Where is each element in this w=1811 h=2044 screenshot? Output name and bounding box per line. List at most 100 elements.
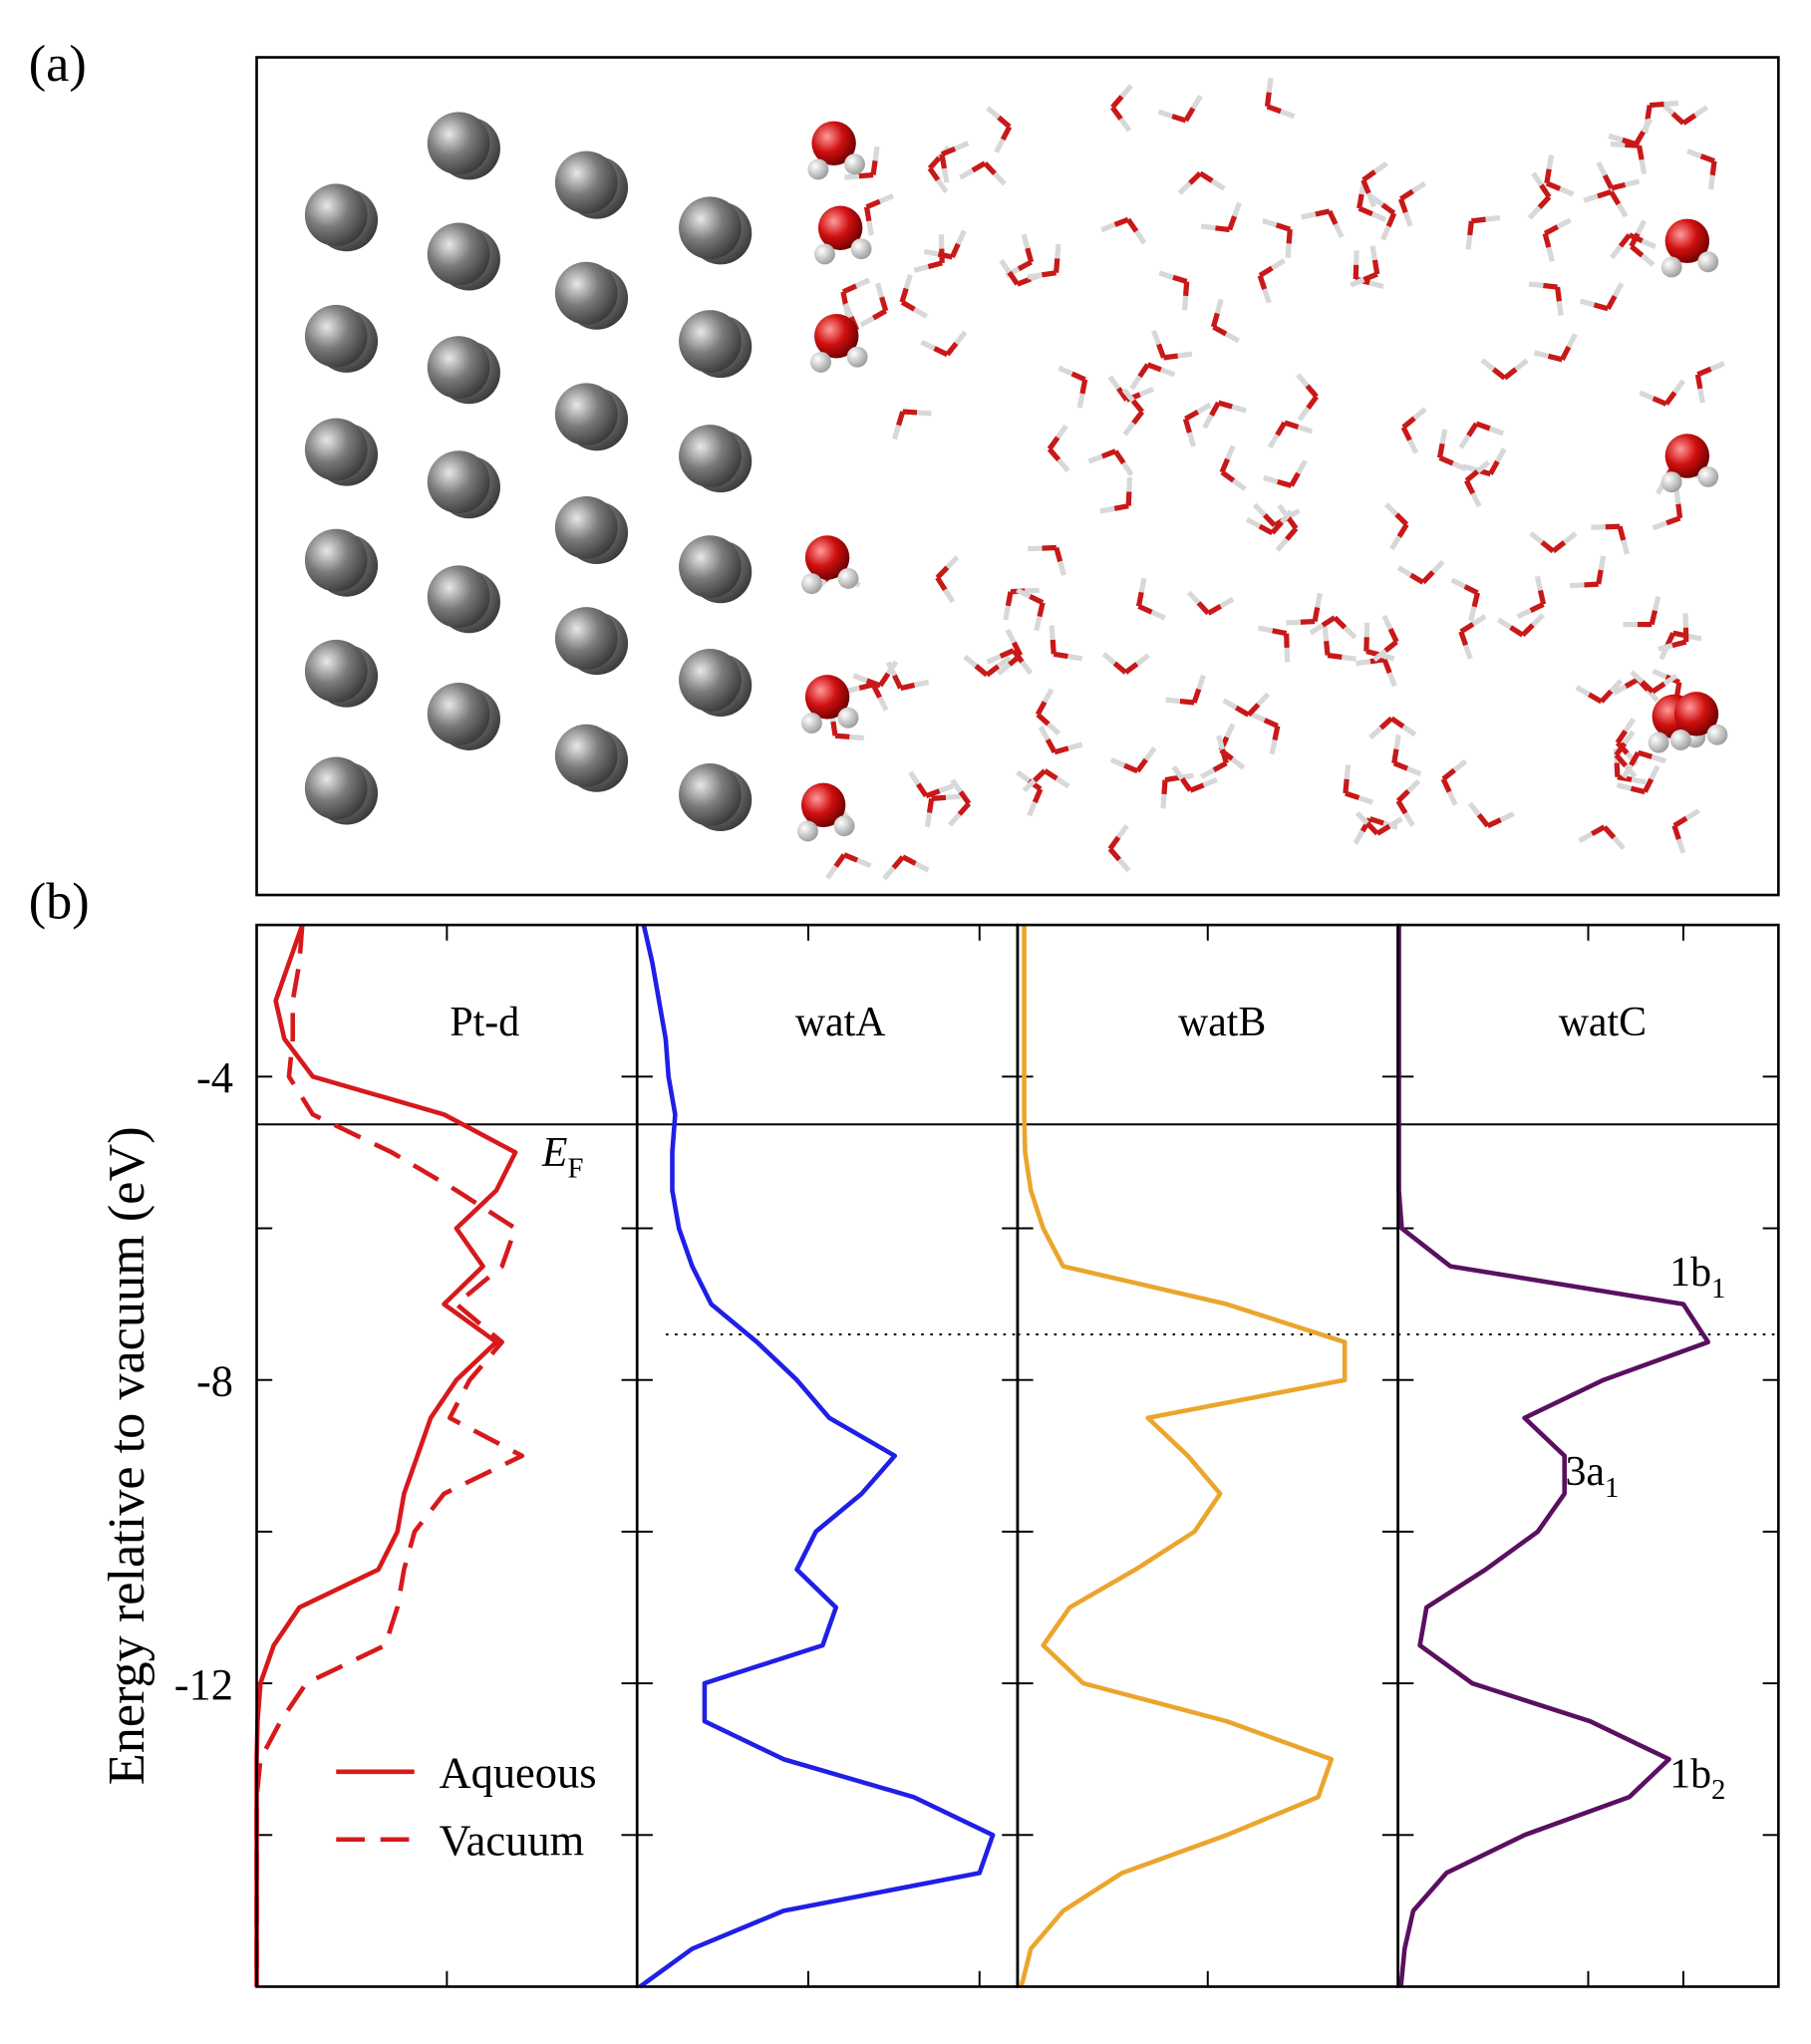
oh-bond bbox=[1709, 361, 1725, 372]
water-molecule bbox=[1686, 148, 1717, 190]
water-molecule bbox=[1182, 402, 1212, 447]
oh-bond bbox=[1312, 606, 1321, 623]
water-molecule bbox=[1109, 746, 1157, 774]
peak-annotation: 1b1 bbox=[1669, 1250, 1725, 1305]
oh-bond bbox=[1696, 366, 1712, 378]
h-atom bbox=[1706, 724, 1728, 745]
oh-bond bbox=[1322, 626, 1330, 642]
oh-bond bbox=[1463, 584, 1479, 596]
water-molecule bbox=[1101, 652, 1150, 675]
oh-bond bbox=[1196, 601, 1211, 616]
oh-bond bbox=[1135, 591, 1144, 607]
oh-bond bbox=[1055, 776, 1070, 789]
oh-bond bbox=[1368, 726, 1383, 740]
oh-bond bbox=[1583, 193, 1599, 203]
oh-bond bbox=[1202, 777, 1218, 788]
water-molecule bbox=[1639, 379, 1685, 407]
oh-bond bbox=[1184, 409, 1200, 422]
oh-bond bbox=[1056, 457, 1070, 473]
oh-bond bbox=[1137, 603, 1153, 615]
oh-bond bbox=[1025, 587, 1040, 594]
water-molecule bbox=[1497, 613, 1546, 638]
oh-bond bbox=[1119, 84, 1133, 99]
oh-bond bbox=[1630, 670, 1645, 685]
oh-bond bbox=[986, 106, 1001, 120]
oh-bond bbox=[1250, 712, 1266, 723]
oh-bond bbox=[1182, 418, 1192, 434]
water-molecule bbox=[1579, 282, 1625, 312]
oh-bond bbox=[892, 674, 903, 690]
oh-bond bbox=[1110, 95, 1124, 110]
water-molecule bbox=[882, 854, 930, 881]
oh-bond bbox=[985, 664, 1001, 678]
water-molecule bbox=[1356, 657, 1397, 688]
water-molecule bbox=[1035, 688, 1061, 736]
o-atom bbox=[804, 535, 850, 580]
oh-bond bbox=[1707, 174, 1715, 190]
water-molecule bbox=[1016, 587, 1046, 632]
oh-bond bbox=[1697, 388, 1705, 404]
oh-bond bbox=[1324, 640, 1331, 656]
oh-bond bbox=[1401, 416, 1416, 430]
oh-bond bbox=[997, 662, 1012, 677]
water-molecule bbox=[1608, 118, 1654, 147]
oh-bond bbox=[914, 861, 930, 873]
oh-bond bbox=[1684, 808, 1700, 821]
water-molecule bbox=[1623, 595, 1661, 628]
annotation-subscript: 1 bbox=[1711, 1273, 1725, 1305]
oh-bond bbox=[858, 682, 874, 691]
oh-bond bbox=[1471, 592, 1481, 608]
oh-bond bbox=[1343, 625, 1358, 640]
oh-bond bbox=[1394, 512, 1409, 527]
oh-bond bbox=[1430, 559, 1445, 574]
oh-bond bbox=[1150, 609, 1166, 621]
oh-bond bbox=[1579, 298, 1596, 308]
water-molecule bbox=[1465, 214, 1501, 250]
oh-bond bbox=[865, 678, 882, 689]
oh-bond bbox=[1353, 829, 1365, 845]
water-molecule bbox=[1165, 674, 1206, 706]
oh-bond bbox=[1118, 117, 1132, 133]
oh-bond bbox=[1027, 272, 1043, 280]
oh-bond bbox=[870, 159, 878, 175]
oh-bond bbox=[1157, 109, 1173, 120]
oh-bond bbox=[1364, 821, 1379, 836]
oh-bond bbox=[1117, 857, 1131, 873]
pt-atom bbox=[304, 304, 368, 368]
oh-bond bbox=[1393, 734, 1401, 750]
oh-bond bbox=[1189, 782, 1205, 793]
oh-bond bbox=[1543, 282, 1558, 290]
oh-bond bbox=[1284, 526, 1299, 541]
oh-bond bbox=[1029, 593, 1045, 605]
oh-bond bbox=[1350, 277, 1365, 288]
oh-bond bbox=[874, 282, 885, 298]
oh-bond bbox=[1125, 217, 1139, 233]
oh-bond bbox=[1123, 662, 1139, 675]
oh-bond bbox=[1665, 515, 1681, 526]
oh-bond bbox=[1146, 362, 1162, 373]
oh-bond bbox=[1556, 217, 1572, 229]
oh-bond bbox=[877, 672, 891, 688]
oh-bond bbox=[1232, 201, 1242, 217]
oh-bond bbox=[1476, 812, 1490, 828]
oh-bond bbox=[1529, 531, 1544, 545]
h-atom bbox=[800, 713, 822, 733]
oh-bond bbox=[1617, 525, 1627, 541]
oh-bond bbox=[1005, 591, 1014, 607]
oh-bond bbox=[1355, 810, 1369, 825]
pt-atom bbox=[427, 682, 490, 745]
oh-bond bbox=[1369, 245, 1377, 261]
oh-bond bbox=[1209, 401, 1221, 417]
oh-bond bbox=[1116, 823, 1129, 839]
oh-bond bbox=[925, 788, 941, 799]
oh-bond bbox=[1121, 461, 1134, 477]
oh-bond bbox=[1219, 596, 1235, 609]
oh-bond bbox=[1177, 180, 1192, 195]
oh-bond bbox=[938, 783, 955, 794]
oh-bond bbox=[1289, 471, 1301, 487]
oh-bond bbox=[1264, 92, 1272, 108]
oh-bond bbox=[1399, 188, 1414, 201]
oh-bond bbox=[1547, 353, 1563, 363]
pt-atom bbox=[554, 724, 618, 787]
oh-bond bbox=[841, 283, 858, 295]
